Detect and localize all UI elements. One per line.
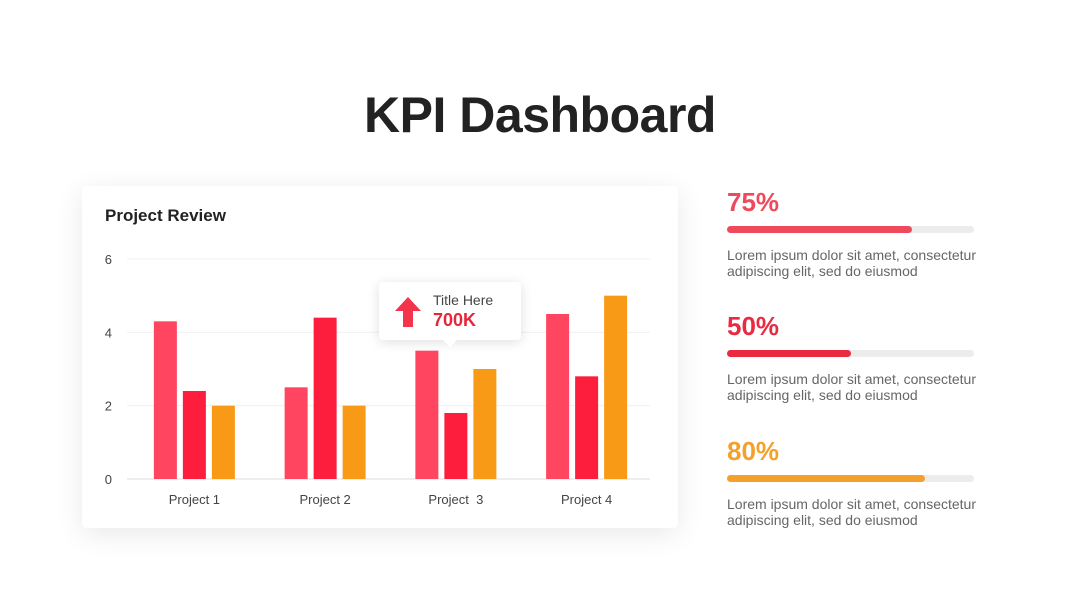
bar <box>546 314 570 479</box>
chart-tooltip: Title Here 700K <box>379 282 521 347</box>
bar <box>182 391 206 479</box>
bar <box>473 369 497 479</box>
bar <box>284 387 308 479</box>
y-tick-label: 0 <box>105 472 112 487</box>
bar <box>313 317 337 479</box>
bar <box>415 350 439 479</box>
page-title: KPI Dashboard <box>364 87 716 143</box>
kpi-item-2: 50% Lorem ipsum dolor sit amet, consecte… <box>727 311 977 403</box>
bar <box>575 376 599 479</box>
x-tick-label: Project 3 <box>428 492 483 507</box>
bar <box>444 413 468 479</box>
x-tick-label: Project 2 <box>299 492 350 507</box>
tooltip-value: 700K <box>433 310 477 330</box>
kpi-description: Lorem ipsum dolor sit amet, consectetur … <box>727 371 976 403</box>
x-tick-label: Project 4 <box>561 492 612 507</box>
kpi-progress-track <box>727 226 974 233</box>
y-tick-label: 6 <box>105 252 112 267</box>
y-tick-label: 2 <box>105 399 112 414</box>
kpi-progress-fill <box>727 226 913 233</box>
tooltip-label: Title Here <box>433 292 494 308</box>
card-title: Project Review <box>105 206 226 225</box>
kpi-percent: 50% <box>727 311 780 341</box>
y-tick-label: 4 <box>105 325 112 340</box>
kpi-progress-fill <box>727 475 925 482</box>
kpi-item-3: 80% Lorem ipsum dolor sit amet, consecte… <box>727 436 977 528</box>
x-tick-label: Project 1 <box>169 492 220 507</box>
kpi-description: Lorem ipsum dolor sit amet, consectetur … <box>727 496 976 528</box>
kpi-progress-fill <box>727 350 851 357</box>
bar-chart: 0 2 4 6 Project 1 Project 2 Project 3 Project 4 <box>105 252 650 507</box>
kpi-percent: 80% <box>727 436 780 466</box>
bar <box>604 295 628 479</box>
kpi-item-1: 75% Lorem ipsum dolor sit amet, consecte… <box>727 187 977 279</box>
arrow-up-icon <box>395 297 421 327</box>
kpi-percent: 75% <box>727 187 780 217</box>
bar <box>211 405 235 479</box>
project-review-card: Project Review 0 2 4 6 Project 1 Project 2 Pro… <box>82 186 678 528</box>
bar <box>342 405 366 479</box>
bar <box>153 321 177 479</box>
kpi-description: Lorem ipsum dolor sit amet, consectetur … <box>727 247 976 279</box>
kpi-progress-track <box>727 475 974 482</box>
kpi-progress-track <box>727 350 974 357</box>
